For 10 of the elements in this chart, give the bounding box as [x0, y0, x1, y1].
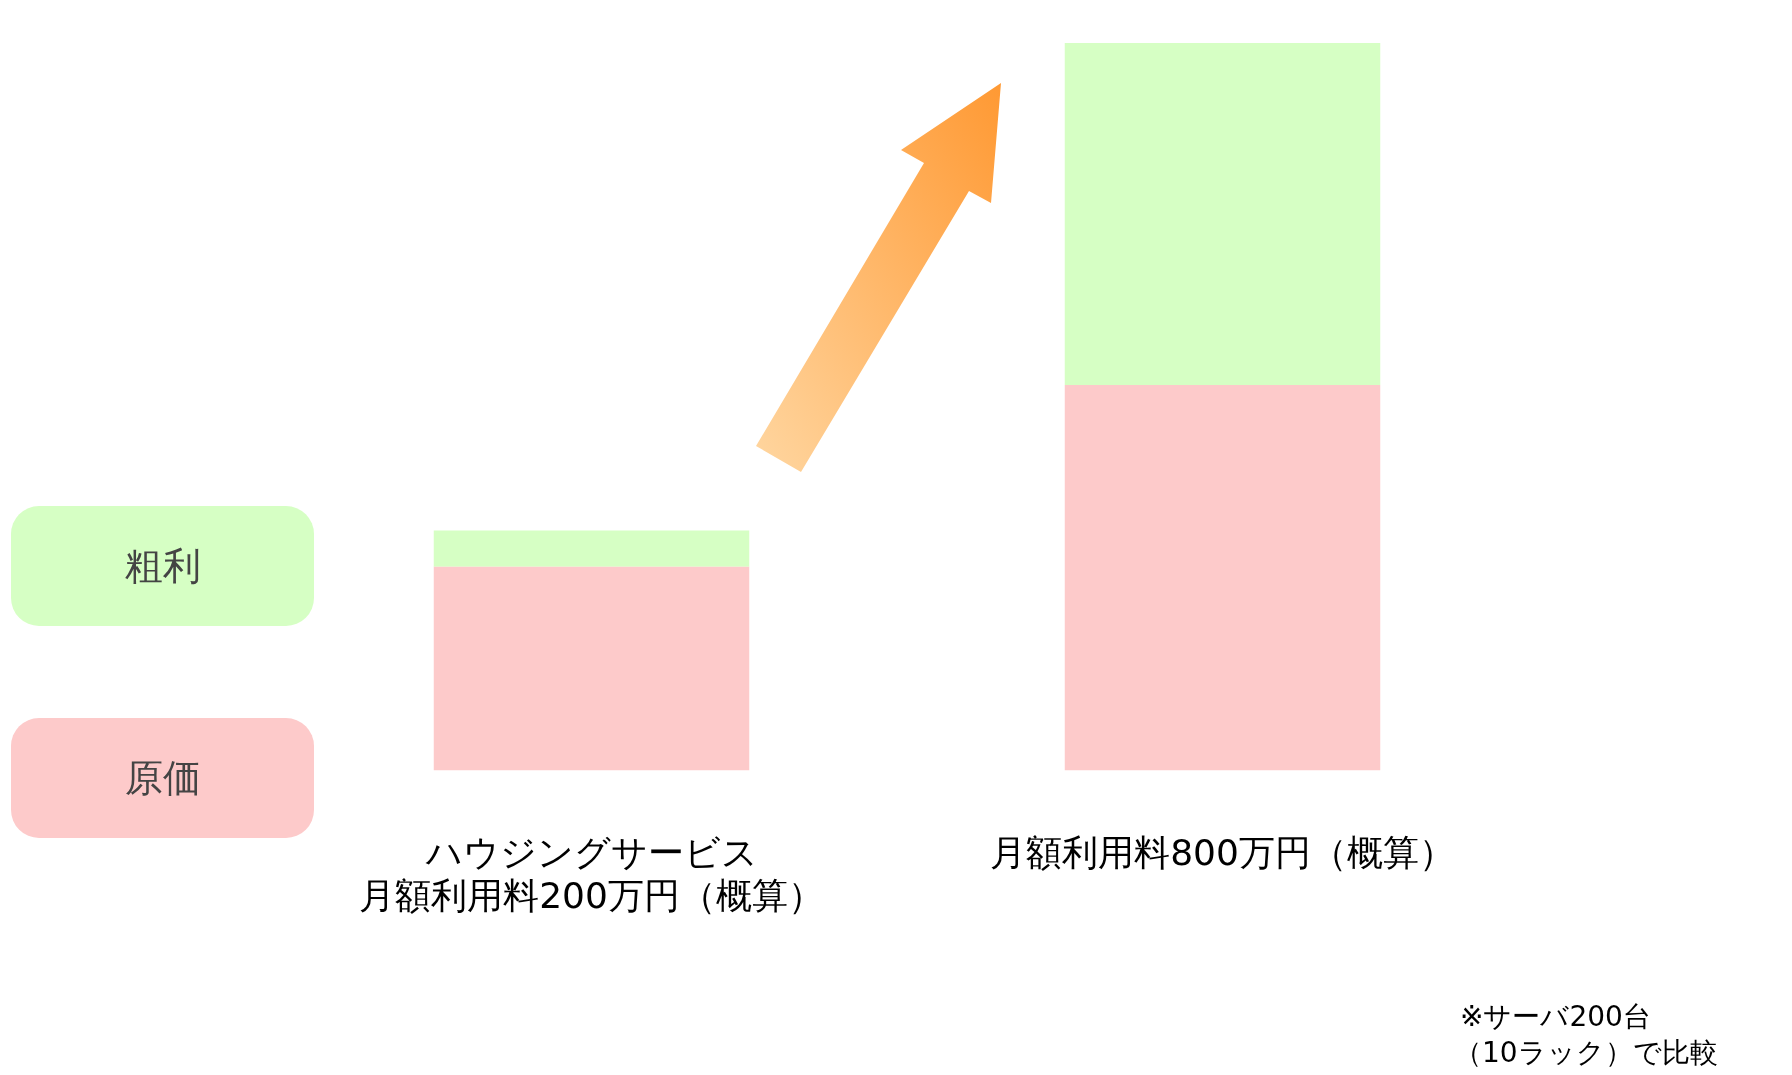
text: 原価: [11, 718, 314, 838]
text: 粗利: [11, 506, 314, 626]
x-tick-label: 月額利用料800万円（概算）: [990, 831, 1455, 873]
bar: [1064, 43, 1381, 385]
x-tick-label: ハウジングサービス月額利用料200万円（概算）: [359, 831, 824, 916]
bar: [433, 566, 750, 771]
text: ※サーバ200台: [1460, 1000, 1651, 1034]
text: （10ラック）で比較: [1454, 1036, 1718, 1070]
bar: [1064, 384, 1381, 771]
bar: [433, 530, 750, 567]
